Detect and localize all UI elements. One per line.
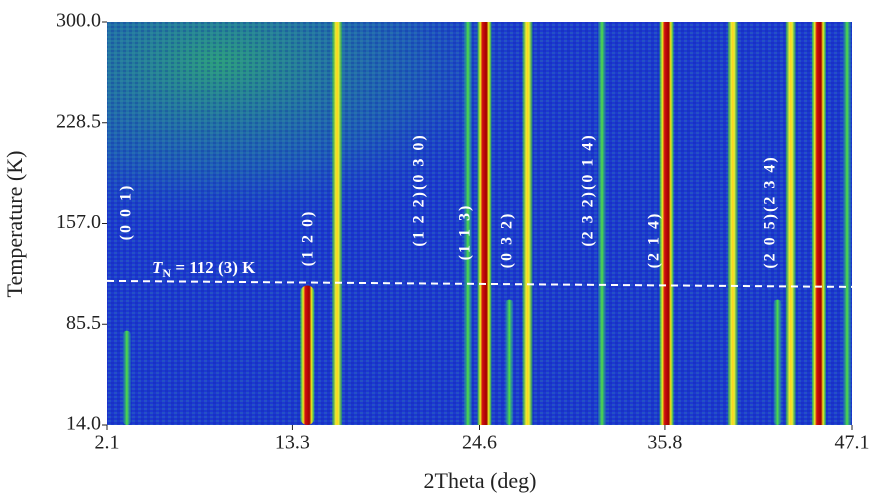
peak [811,22,826,425]
y-tick-label: 228.5 [56,110,101,132]
tn-text: = 112 (3) K [171,258,256,277]
y-tick-label: 300.0 [56,10,101,32]
peak [773,299,782,425]
peak [332,22,343,425]
x-axis-title: 2Theta (deg) [424,468,537,493]
peak-label: (1 2 0) [300,210,317,267]
peak [300,285,315,425]
peak-label: (1 2 2)(0 3 0) [411,133,428,246]
peak [122,330,131,425]
transition-line [106,279,853,288]
y-axis-title: Temperature (K) [2,151,27,298]
x-tick-label: 13.3 [275,432,310,454]
transition-label: TN = 112 (3) K [152,258,256,280]
peak-label: (1 1 3) [457,204,474,261]
peak [522,22,533,425]
peak-label: (2 0 5)(2 3 4) [762,155,779,268]
peak [727,22,738,425]
x-tick-label: 35.8 [647,432,682,454]
peak-label: (0 3 2) [499,212,516,269]
tn-subscript: N [162,266,171,280]
peak-label: (2 3 2)(0 1 4) [580,133,597,246]
peak [843,22,852,425]
peak [659,22,674,425]
peak-label: (0 0 1) [118,184,135,241]
x-tick-label: 47.1 [835,432,870,454]
peak-label: (2 1 4) [646,212,663,269]
x-tick-label: 2.1 [95,432,120,454]
peak [477,22,492,425]
y-tick-label: 85.5 [66,312,101,334]
x-tick-label: 24.6 [462,432,497,454]
peak [598,22,607,425]
peak [785,22,796,425]
y-tick-label: 14.0 [66,413,101,435]
peak [463,22,472,425]
peak [505,299,514,425]
tn-symbol: T [152,258,163,277]
y-tick-label: 157.0 [56,211,101,233]
